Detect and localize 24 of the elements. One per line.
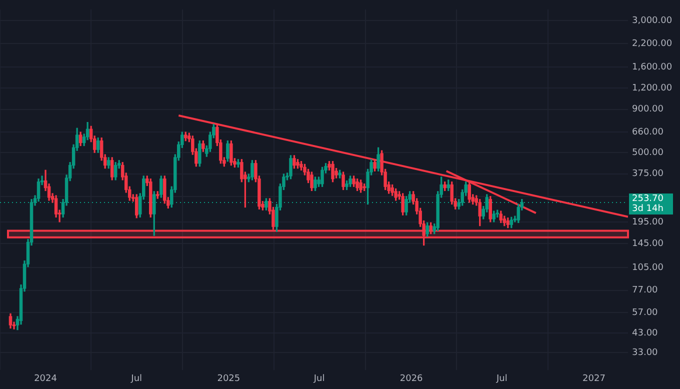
x-tick-label: Jul (312, 374, 325, 384)
x-tick-label: 2026 (400, 374, 424, 384)
y-tick-label: 900.00 (632, 104, 664, 115)
x-tick-label: Jul (130, 374, 142, 384)
y-tick-label: 3,000.00 (632, 16, 672, 26)
y-tick-label: 500.00 (632, 148, 664, 158)
x-tick-label: 2024 (34, 374, 58, 384)
y-tick-label: 33.00 (632, 348, 658, 358)
text: 3d 14h (632, 204, 664, 214)
x-tick-label: 2025 (217, 374, 240, 384)
y-tick-label: 2,200.00 (632, 38, 672, 49)
y-tick-label: 105.00 (632, 262, 664, 273)
y-tick-label: 660.00 (632, 128, 664, 138)
x-tick-label: Jul (495, 374, 508, 384)
y-tick-label: 43.00 (632, 328, 658, 339)
y-tick-label: 375.00 (632, 169, 664, 180)
y-tick-label: 77.00 (632, 286, 658, 296)
y-tick-label: 57.00 (632, 308, 658, 318)
x-tick-label: 2027 (582, 374, 606, 384)
y-tick-label: 195.00 (632, 217, 664, 228)
ref-line-label: 253.70 (632, 194, 664, 204)
y-tick-label: 1,200.00 (632, 84, 672, 94)
y-tick-label: 145.00 (632, 239, 664, 250)
y-tick-label: 1,600.00 (632, 62, 672, 72)
